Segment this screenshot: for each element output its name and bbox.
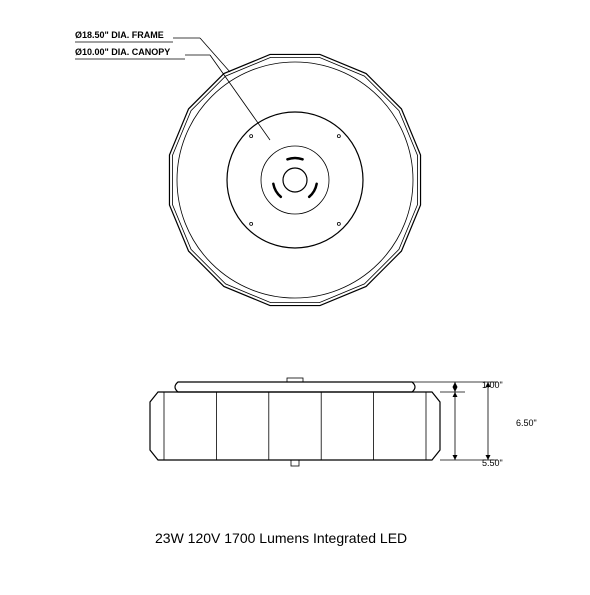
product-spec-text: 23W 120V 1700 Lumens Integrated LED: [155, 530, 407, 546]
total-height-dimension: 6.50": [516, 418, 537, 428]
top-offset-dimension: 1.00": [482, 380, 503, 390]
main-height-dimension: 5.50": [482, 458, 503, 468]
canopy-dimension-label: Ø10.00" DIA. CANOPY: [75, 47, 170, 57]
diagram-container: Ø18.50" DIA. FRAME Ø10.00" DIA. CANOPY 1…: [0, 0, 590, 590]
technical-drawing: [0, 0, 590, 590]
frame-dimension-label: Ø18.50" DIA. FRAME: [75, 30, 164, 40]
